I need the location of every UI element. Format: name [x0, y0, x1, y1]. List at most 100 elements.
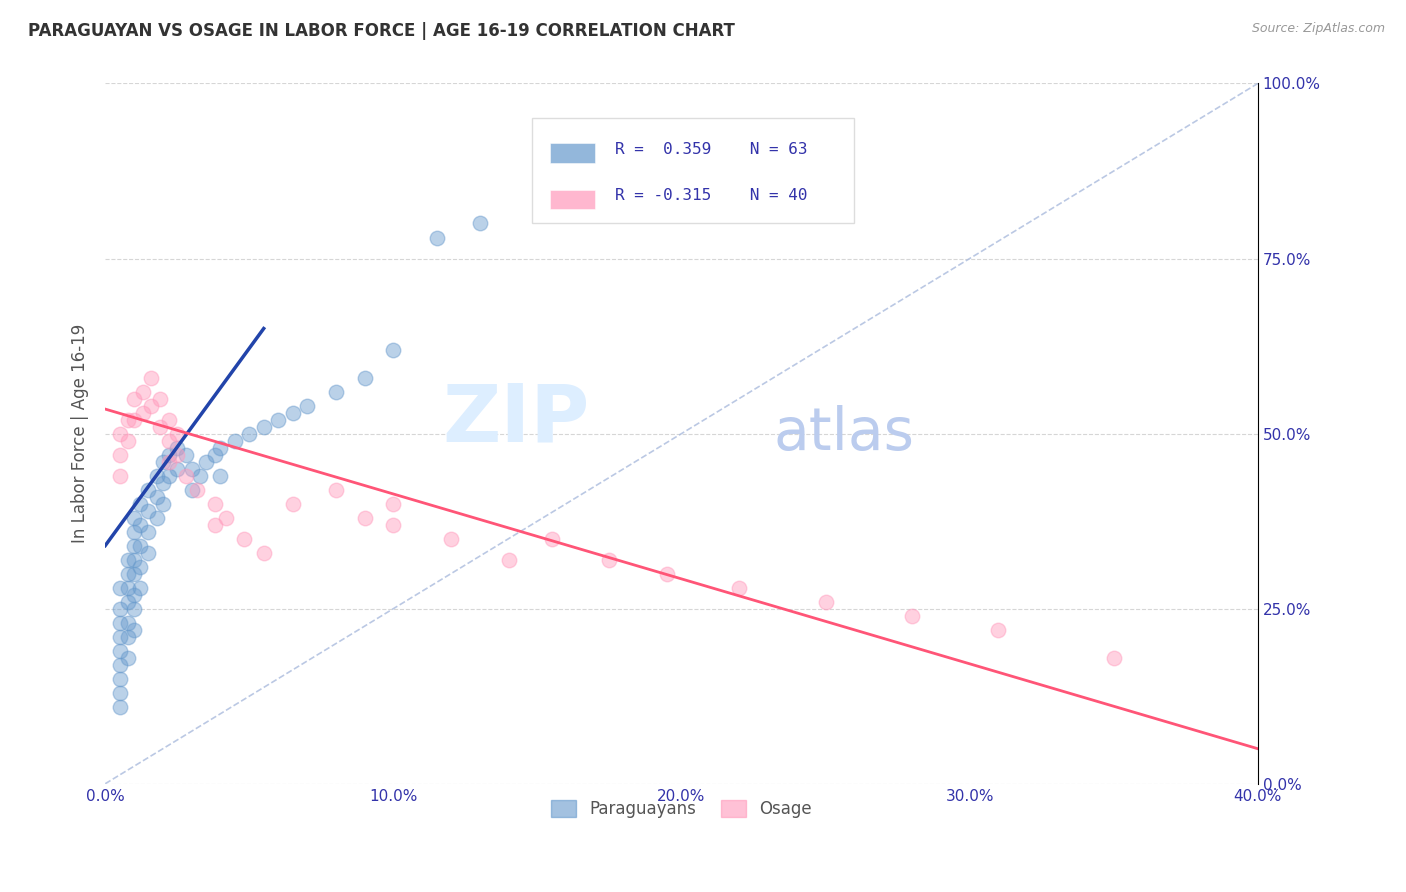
- Point: [117, 412, 139, 426]
- Point: [353, 370, 375, 384]
- Point: [157, 468, 180, 483]
- Point: [122, 623, 145, 637]
- Point: [122, 412, 145, 426]
- Point: [108, 426, 131, 441]
- Point: [138, 546, 160, 560]
- Point: [138, 483, 160, 497]
- Point: [253, 419, 276, 434]
- Point: [146, 468, 169, 483]
- Point: [131, 384, 153, 399]
- Point: [195, 454, 218, 468]
- Point: [204, 448, 226, 462]
- Point: [108, 643, 131, 657]
- Point: [166, 448, 188, 462]
- Point: [157, 448, 180, 462]
- Text: ZIP: ZIP: [441, 381, 589, 458]
- Point: [157, 412, 180, 426]
- Text: R =  0.359    N = 63: R = 0.359 N = 63: [614, 142, 807, 157]
- Point: [901, 608, 924, 623]
- Point: [146, 490, 169, 504]
- Point: [117, 595, 139, 609]
- Point: [128, 497, 150, 511]
- Point: [108, 601, 131, 615]
- Point: [108, 581, 131, 595]
- Point: [267, 412, 290, 426]
- Text: atlas: atlas: [773, 405, 915, 462]
- Text: PARAGUAYAN VS OSAGE IN LABOR FORCE | AGE 16-19 CORRELATION CHART: PARAGUAYAN VS OSAGE IN LABOR FORCE | AGE…: [28, 22, 735, 40]
- Point: [141, 399, 163, 413]
- Point: [117, 566, 139, 581]
- Point: [117, 615, 139, 630]
- Point: [122, 392, 145, 406]
- Point: [166, 441, 188, 455]
- Point: [238, 426, 260, 441]
- FancyBboxPatch shape: [550, 144, 595, 163]
- Point: [117, 552, 139, 566]
- Point: [108, 615, 131, 630]
- Point: [281, 406, 304, 420]
- Point: [814, 595, 837, 609]
- Point: [541, 532, 564, 546]
- Point: [108, 630, 131, 644]
- Point: [108, 686, 131, 700]
- Y-axis label: In Labor Force | Age 16-19: In Labor Force | Age 16-19: [72, 324, 89, 543]
- Point: [440, 532, 463, 546]
- Point: [117, 630, 139, 644]
- Point: [152, 454, 174, 468]
- Text: Source: ZipAtlas.com: Source: ZipAtlas.com: [1251, 22, 1385, 36]
- Point: [122, 552, 145, 566]
- Point: [215, 510, 238, 524]
- Point: [166, 461, 188, 475]
- Point: [224, 434, 246, 448]
- Point: [157, 434, 180, 448]
- Point: [117, 434, 139, 448]
- Point: [655, 566, 678, 581]
- Point: [122, 588, 145, 602]
- Point: [1102, 650, 1125, 665]
- Point: [382, 343, 405, 357]
- Point: [728, 581, 751, 595]
- Point: [138, 524, 160, 539]
- Point: [204, 497, 226, 511]
- Point: [325, 483, 347, 497]
- Point: [232, 532, 254, 546]
- Point: [498, 552, 520, 566]
- Point: [149, 419, 172, 434]
- Point: [128, 539, 150, 553]
- Point: [108, 672, 131, 686]
- Point: [174, 468, 197, 483]
- Point: [141, 370, 163, 384]
- Point: [541, 202, 564, 217]
- FancyBboxPatch shape: [550, 189, 595, 210]
- Point: [138, 503, 160, 517]
- Point: [149, 392, 172, 406]
- Point: [180, 461, 202, 475]
- Point: [468, 217, 491, 231]
- Point: [122, 601, 145, 615]
- Point: [108, 657, 131, 672]
- Point: [128, 517, 150, 532]
- Point: [146, 510, 169, 524]
- Point: [598, 552, 620, 566]
- Point: [108, 448, 131, 462]
- Point: [152, 497, 174, 511]
- FancyBboxPatch shape: [531, 119, 855, 224]
- Point: [209, 441, 232, 455]
- Point: [128, 581, 150, 595]
- Point: [122, 510, 145, 524]
- Point: [117, 581, 139, 595]
- Point: [152, 475, 174, 490]
- Point: [117, 650, 139, 665]
- Point: [186, 483, 208, 497]
- Legend: Paraguayans, Osage: Paraguayans, Osage: [544, 793, 818, 824]
- Text: R = -0.315    N = 40: R = -0.315 N = 40: [614, 188, 807, 203]
- Point: [426, 230, 449, 244]
- Point: [253, 546, 276, 560]
- Point: [122, 524, 145, 539]
- Point: [180, 483, 202, 497]
- Point: [108, 468, 131, 483]
- Point: [353, 510, 375, 524]
- Point: [281, 497, 304, 511]
- Point: [188, 468, 211, 483]
- Point: [204, 517, 226, 532]
